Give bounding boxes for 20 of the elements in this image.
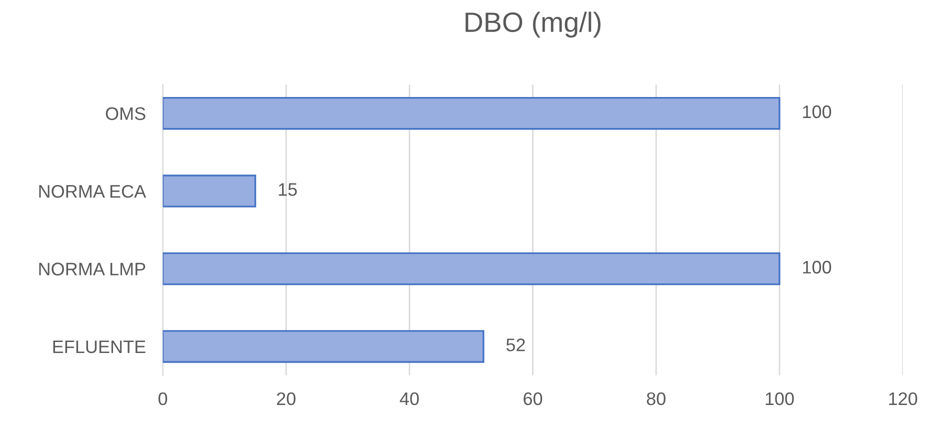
bar (162, 174, 256, 208)
bar (162, 330, 484, 363)
bar (162, 252, 780, 286)
data-label: 15 (278, 183, 297, 196)
data-label: 52 (506, 338, 525, 352)
x-tick-label: 100 (766, 392, 794, 406)
x-tick-label: 40 (400, 392, 419, 406)
x-tick-label: 80 (646, 392, 666, 406)
x-tick-label: 0 (158, 392, 168, 406)
y-tick-label: OMS (106, 107, 146, 120)
data-label: 100 (803, 260, 832, 274)
x-tick-label: 60 (524, 392, 542, 406)
x-tick-label: 120 (889, 392, 918, 406)
x-tick-label: 20 (277, 392, 296, 406)
y-tick-label: EFLUENTE (53, 340, 146, 354)
bar (162, 96, 780, 130)
data-label: 100 (803, 105, 832, 118)
y-tick-label: NORMA LMP (39, 262, 146, 276)
chart-title: DBO (mg/l) (466, 12, 601, 38)
y-tick-label: NORMA ECA (39, 184, 146, 198)
